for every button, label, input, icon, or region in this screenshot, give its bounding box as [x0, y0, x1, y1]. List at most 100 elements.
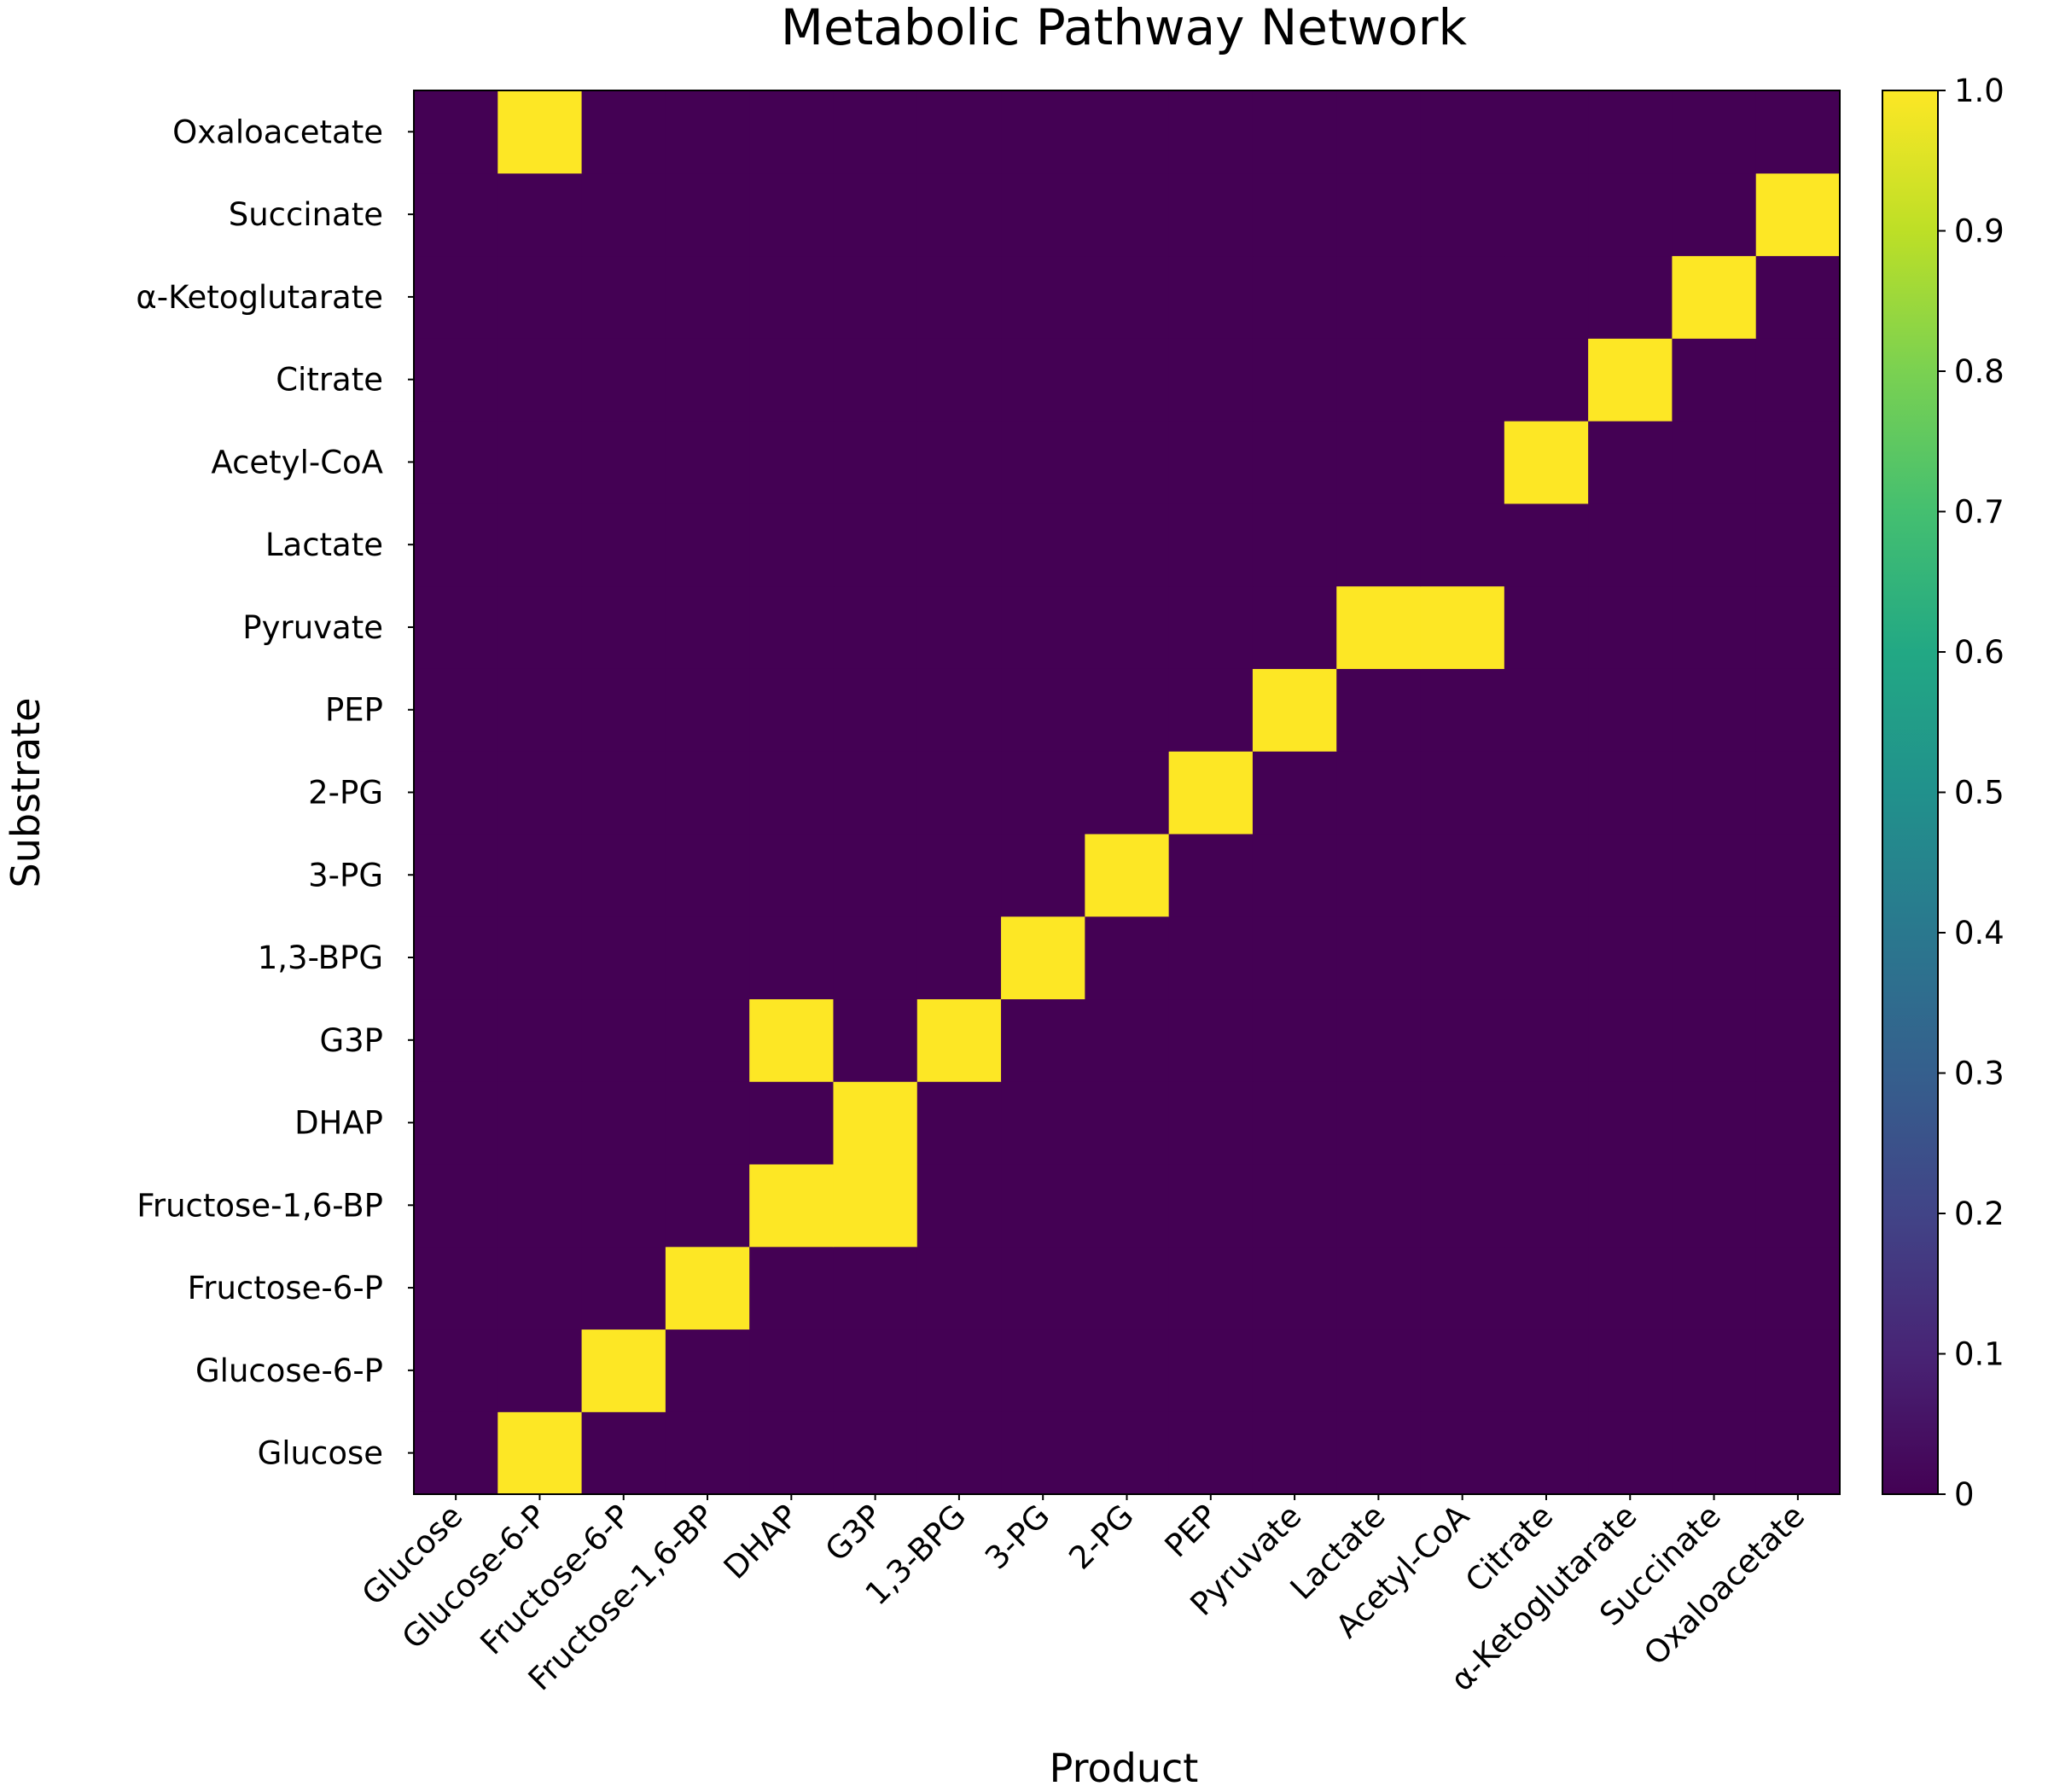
heatmap-cell — [916, 916, 1002, 1000]
heatmap-cell — [916, 1329, 1002, 1412]
colorbar-tick-label: 1.0 — [1954, 73, 2004, 109]
heatmap-cell — [916, 172, 1002, 257]
heatmap-cell — [1252, 90, 1337, 174]
heatmap-cell — [497, 1081, 583, 1165]
heatmap-cell — [1336, 916, 1422, 1000]
heatmap-cell — [414, 255, 498, 339]
heatmap-cell — [749, 668, 835, 752]
heatmap-cell — [1168, 338, 1254, 422]
heatmap-cell — [1588, 1246, 1673, 1330]
heatmap-cell — [1504, 998, 1589, 1082]
heatmap-cell — [414, 585, 498, 669]
heatmap-cell — [1001, 916, 1085, 1000]
heatmap-cell — [1001, 751, 1085, 835]
heatmap-cell — [1336, 668, 1422, 752]
heatmap-cell — [665, 90, 750, 174]
heatmap-cell — [833, 338, 918, 422]
heatmap-cell — [1420, 255, 1505, 339]
x-tick-label: PEP — [1158, 1498, 1225, 1564]
heatmap-cell — [1001, 90, 1085, 174]
heatmap-cell — [581, 916, 666, 1000]
colorbar-ticks: 0 0.1 0.2 0.3 0.4 0.5 0.6 0.7 0.8 0.9 1.0 — [1938, 73, 2004, 1513]
heatmap-cell — [497, 998, 583, 1082]
heatmap-cell — [1336, 751, 1422, 835]
heatmap-cell — [1588, 1329, 1673, 1412]
heatmap-cell — [916, 833, 1002, 917]
heatmap-cell — [1420, 421, 1505, 504]
heatmap-cell — [1504, 916, 1589, 1000]
heatmap-cell — [1252, 1163, 1337, 1248]
heatmap-cell — [1001, 1329, 1085, 1412]
heatmap-cell — [1588, 90, 1673, 174]
x-tick-label: DHAP — [717, 1498, 806, 1586]
heatmap-cell — [1168, 172, 1254, 257]
heatmap-cell — [833, 916, 918, 1000]
heatmap-cell — [1504, 833, 1589, 917]
heatmap-cell — [1755, 338, 1841, 422]
heatmap-cell — [1085, 1246, 1170, 1330]
heatmap-cell — [1672, 1246, 1757, 1330]
heatmap-cell — [1588, 503, 1673, 587]
heatmap-cell — [1168, 1411, 1254, 1495]
heatmap-cell — [414, 916, 498, 1000]
heatmap-cell — [1168, 1081, 1254, 1165]
heatmap-cell — [497, 668, 583, 752]
heatmap-cell — [1755, 255, 1841, 339]
heatmap-cell — [1336, 1163, 1422, 1248]
heatmap-cell — [581, 1411, 666, 1495]
heatmap-cell — [1755, 421, 1841, 504]
heatmap-cell — [1252, 585, 1337, 669]
chart-title: Metabolic Pathway Network — [781, 0, 1468, 56]
heatmap-cell — [581, 503, 666, 587]
heatmap-cell — [1168, 668, 1254, 752]
heatmap-cell — [414, 421, 498, 504]
heatmap-cell — [833, 255, 918, 339]
heatmap-cell — [1672, 1163, 1757, 1248]
heatmap-cell — [1420, 751, 1505, 835]
heatmap-cell — [497, 172, 583, 257]
heatmap-cell — [1672, 751, 1757, 835]
heatmap-cell — [1336, 503, 1422, 587]
heatmap-cell — [1420, 585, 1505, 669]
heatmap-cell — [1755, 90, 1841, 174]
y-tick-label: Fructose-6-P — [188, 1270, 383, 1306]
heatmap-cell — [497, 751, 583, 835]
heatmap-cell — [414, 751, 498, 835]
heatmap-cell — [414, 338, 498, 422]
heatmap-cell — [1672, 1329, 1757, 1412]
heatmap-cell — [1252, 751, 1337, 835]
y-axis-label: Substrate — [3, 698, 49, 888]
heatmap-cell — [749, 1329, 835, 1412]
heatmap-cell — [1504, 1411, 1589, 1495]
heatmap-cell — [1755, 916, 1841, 1000]
heatmap-cell — [665, 668, 750, 752]
heatmap-cell — [1588, 585, 1673, 669]
heatmap-cell — [1001, 421, 1085, 504]
heatmap-cell — [1168, 503, 1254, 587]
heatmap-cell — [1755, 833, 1841, 917]
heatmap-cell — [1085, 585, 1170, 669]
heatmap-cell — [1420, 1246, 1505, 1330]
heatmap-cell — [665, 338, 750, 422]
heatmap-cell — [1420, 1329, 1505, 1412]
x-tick-label: 2-PG — [1062, 1498, 1141, 1577]
heatmap-cell — [1001, 503, 1085, 587]
y-tick-label: Pyruvate — [242, 609, 383, 646]
heatmap-cell — [1001, 833, 1085, 917]
heatmap-cell — [833, 668, 918, 752]
heatmap-cell — [916, 998, 1002, 1082]
heatmap-cell — [1420, 998, 1505, 1082]
heatmap-cell — [1755, 172, 1841, 257]
heatmap-cell — [1252, 1081, 1337, 1165]
heatmap-cell — [833, 1246, 918, 1330]
heatmap-cell — [1672, 255, 1757, 339]
heatmap-cell — [414, 1081, 498, 1165]
heatmap-cell — [749, 585, 835, 669]
heatmap-cell — [414, 503, 498, 587]
heatmap-cell — [1504, 172, 1589, 257]
heatmap-cell — [833, 1163, 918, 1248]
y-tick-label: 1,3-BPG — [258, 940, 383, 976]
heatmap-cell — [1168, 255, 1254, 339]
heatmap-cell — [581, 90, 666, 174]
